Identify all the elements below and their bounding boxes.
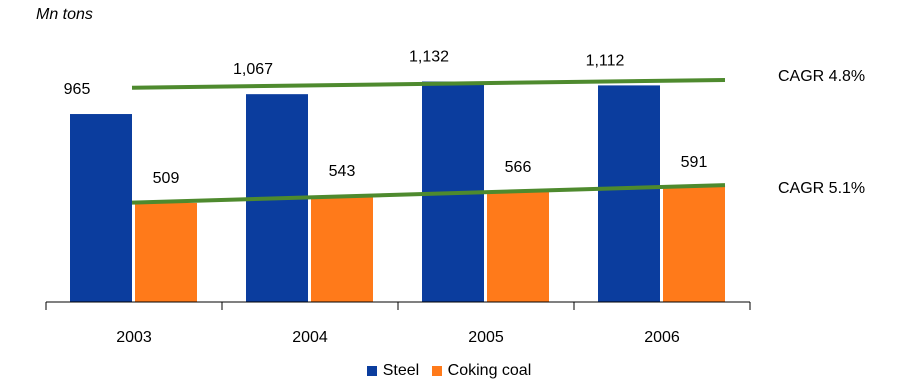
legend-label-coking-coal: Coking coal xyxy=(447,362,532,379)
legend: Steel Coking coal xyxy=(0,362,898,381)
data-label-coking-coal-2006: 591 xyxy=(681,154,708,171)
data-label-steel-2005: 1,132 xyxy=(409,49,449,66)
x-tick-label-2003: 2003 xyxy=(116,329,152,346)
data-label-coking-coal-2004: 543 xyxy=(329,163,356,180)
x-tick-label-2006: 2006 xyxy=(644,329,680,346)
legend-swatch-coking-coal xyxy=(431,366,442,376)
bar-steel-2003 xyxy=(70,114,132,302)
data-label-coking-coal-2005: 566 xyxy=(505,159,532,176)
data-label-steel-2003: 965 xyxy=(64,81,91,98)
unit-label: Mn tons xyxy=(36,6,93,23)
data-label-coking-coal-2003: 509 xyxy=(153,170,180,187)
x-tick-label-2004: 2004 xyxy=(292,329,328,346)
trendline-steel xyxy=(131,77,726,90)
legend-item-coking-coal: Coking coal xyxy=(431,362,532,380)
legend-item-steel: Steel xyxy=(366,362,420,380)
bar-coking-coal-2005 xyxy=(487,191,549,302)
legend-label-steel: Steel xyxy=(382,362,420,379)
data-label-steel-2006: 1,112 xyxy=(586,52,625,69)
bar-coking-coal-2006 xyxy=(663,186,725,302)
bar-steel-2006 xyxy=(598,85,660,303)
data-label-steel-2004: 1,067 xyxy=(233,61,273,78)
cagr-label-steel: CAGR 4.8% xyxy=(778,68,866,85)
bar-coking-coal-2004 xyxy=(311,196,373,302)
legend-swatch-steel xyxy=(366,366,377,376)
x-tick-label-2005: 2005 xyxy=(468,329,504,346)
trendline-coking-coal xyxy=(131,183,726,205)
bar-coking-coal-2003 xyxy=(135,202,197,302)
cagr-label-coking-coal: CAGR 5.1% xyxy=(778,180,866,197)
